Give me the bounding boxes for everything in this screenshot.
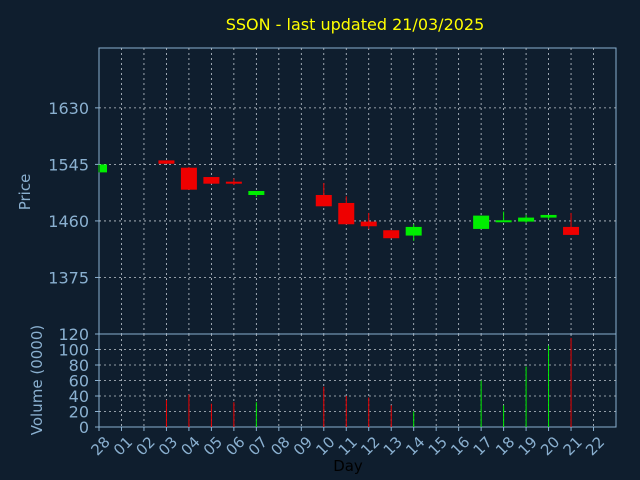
volume-tick-label: 100 bbox=[58, 341, 89, 360]
x-axis: 2801020304050607080910111213141516171819… bbox=[88, 427, 608, 459]
candle-body bbox=[473, 215, 490, 229]
price-axis-label: Price bbox=[16, 174, 34, 211]
candle-body bbox=[405, 226, 422, 236]
candle-body bbox=[518, 217, 535, 222]
price-tick-label: 1545 bbox=[48, 155, 89, 174]
candle-body bbox=[383, 230, 400, 239]
price-tick-label: 1460 bbox=[48, 212, 89, 231]
chart-title: SSON - last updated 21/03/2025 bbox=[226, 15, 485, 34]
volume-tick-label: 40 bbox=[69, 387, 89, 406]
candle-body bbox=[158, 160, 175, 164]
candle-body bbox=[360, 221, 377, 227]
volume-axis-label: Volume (0000) bbox=[28, 325, 46, 435]
volume-tick-label: 120 bbox=[58, 325, 89, 344]
candle-body bbox=[338, 202, 355, 225]
volume-tick-label: 20 bbox=[69, 403, 89, 422]
candle-body bbox=[180, 167, 197, 190]
price-tick-label: 1375 bbox=[48, 268, 89, 287]
price-panel: 1375 1460 1545 1630 bbox=[48, 47, 617, 335]
candle-body bbox=[248, 191, 265, 195]
candle-body bbox=[203, 177, 220, 184]
volume-tick-label: 0 bbox=[79, 418, 89, 437]
candle-body bbox=[100, 164, 107, 173]
price-panel-frame bbox=[98, 47, 617, 335]
volume-tick-label: 80 bbox=[69, 356, 89, 375]
price-tick-label: 1630 bbox=[48, 99, 89, 118]
candle-body bbox=[540, 214, 557, 218]
volume-panel-frame bbox=[98, 333, 617, 428]
candle-body bbox=[495, 220, 512, 223]
candle-body bbox=[563, 226, 580, 235]
x-tick-label: 22 bbox=[582, 433, 608, 459]
candle-body bbox=[225, 181, 242, 184]
volume-tick-label: 60 bbox=[69, 372, 89, 391]
candle-body bbox=[315, 194, 332, 207]
x-axis-label: Day bbox=[333, 457, 363, 475]
